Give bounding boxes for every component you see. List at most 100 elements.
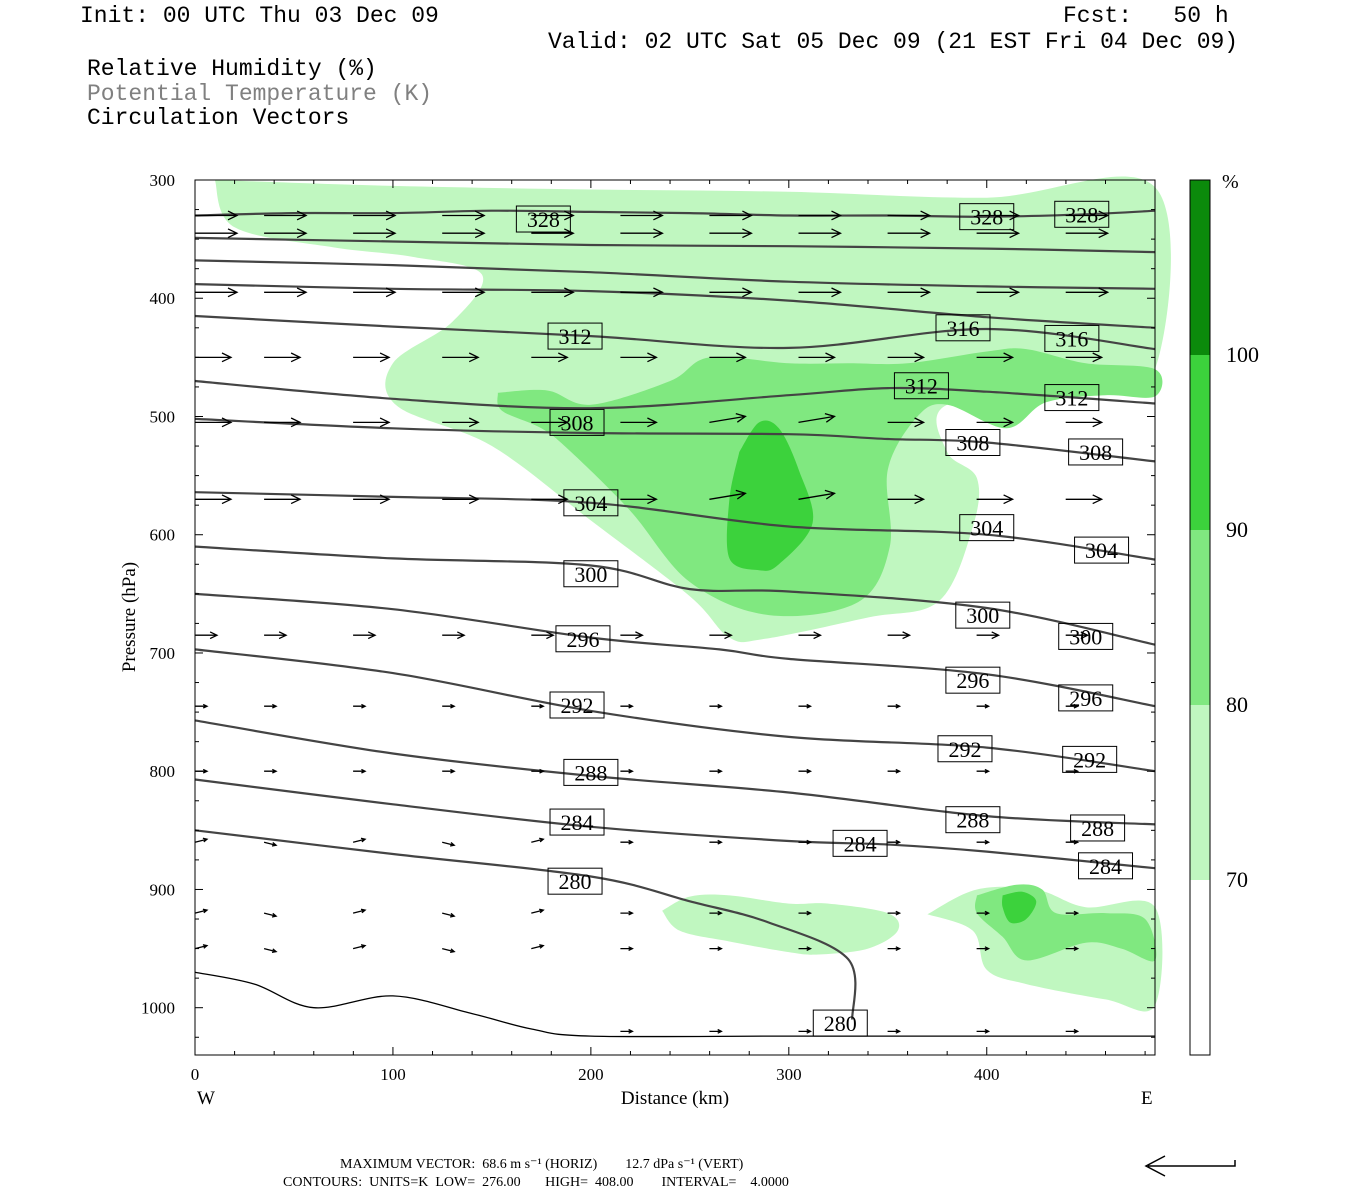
- forecast-hour: Fcst: 50 h: [1063, 3, 1229, 29]
- circulation-vector: [798, 631, 822, 640]
- theta-contour-284: [194, 778, 1156, 870]
- contour-label-box: [563, 560, 619, 588]
- contour-label: 296: [566, 627, 599, 652]
- circulation-vector: [531, 494, 569, 505]
- circulation-vector: [976, 417, 1015, 428]
- circulation-vector: [531, 417, 569, 428]
- theta-contour-292: [194, 648, 1156, 773]
- colorbar-segment: [1190, 530, 1210, 705]
- theta-contour-288: [194, 719, 1156, 826]
- circulation-vector: [264, 703, 278, 709]
- contour-label-box: [1070, 814, 1126, 842]
- contour-label: 280: [559, 869, 592, 894]
- circulation-vector: [442, 912, 456, 918]
- circulation-vector: [195, 417, 233, 428]
- circulation-vector: [264, 631, 288, 640]
- theta-contour-332: [194, 259, 1156, 290]
- circulation-vector: [352, 908, 367, 914]
- circulation-vector: [353, 631, 377, 640]
- contour-label: 308: [561, 410, 594, 435]
- contour-label-box: [1044, 324, 1100, 352]
- circulation-vector: [887, 352, 926, 363]
- contour-label: 308: [1079, 440, 1112, 465]
- colorbar-label: 70: [1226, 867, 1248, 892]
- colorbar-segment: [1190, 180, 1210, 355]
- circulation-vector: [442, 631, 466, 640]
- circulation-vector: [195, 631, 219, 640]
- contour-label: 312: [559, 324, 592, 349]
- circulation-vector: [798, 1028, 812, 1034]
- colorbar-label: 80: [1226, 692, 1248, 717]
- circulation-vector: [353, 494, 391, 505]
- theta-contour-320: [194, 283, 1156, 329]
- contour-label: 328: [527, 207, 560, 232]
- theta-contour-304: [194, 491, 1156, 561]
- circulation-vector: [798, 287, 842, 298]
- contour-label: 292: [1073, 747, 1106, 772]
- colorbar-segment: [1190, 705, 1210, 880]
- circulation-vector: [442, 768, 456, 774]
- terrain-line: [194, 971, 1155, 1038]
- rh-region: [1002, 891, 1037, 924]
- circulation-vector: [887, 1028, 902, 1034]
- circulation-vector: [531, 352, 569, 363]
- circulation-vector: [353, 703, 367, 709]
- rh-region: [726, 420, 814, 571]
- x-tick-label: 400: [974, 1065, 1000, 1084]
- x-tick-label: 100: [380, 1065, 406, 1084]
- circulation-vector: [442, 352, 480, 363]
- circulation-vector: [1065, 1028, 1080, 1034]
- circulation-vector: [887, 768, 902, 774]
- x-tick-label: 0: [191, 1065, 200, 1084]
- circulation-vector: [798, 910, 813, 916]
- y-tick-label: 400: [150, 289, 176, 308]
- circulation-vector: [264, 228, 308, 239]
- contour-label: 300: [1069, 624, 1102, 649]
- circulation-vector: [887, 287, 932, 298]
- circulation-vector: [798, 839, 812, 845]
- colorbar-segment: [1190, 880, 1210, 1055]
- circulation-vector: [194, 944, 209, 950]
- contour-label-box: [1068, 438, 1124, 466]
- valid-time: Valid: 02 UTC Sat 05 Dec 09 (21 EST Fri …: [548, 29, 1239, 55]
- circulation-vector: [1065, 631, 1090, 640]
- theta-contour-300: [194, 545, 1156, 646]
- contour-label: 316: [1055, 326, 1088, 351]
- circulation-vector: [887, 228, 932, 239]
- circulation-vector: [353, 768, 367, 774]
- circulation-vector: [798, 489, 836, 500]
- circulation-vector: [620, 703, 634, 709]
- contour-label-box: [1058, 622, 1114, 650]
- circulation-vector: [887, 946, 902, 951]
- circulation-vector: [976, 352, 1015, 363]
- contour-label: 296: [956, 668, 989, 693]
- theta-contour-296: [194, 592, 1156, 708]
- contour-label: 284: [1089, 854, 1122, 879]
- circulation-vector: [620, 910, 634, 916]
- contour-label-box: [945, 666, 1001, 694]
- contour-label: 312: [1055, 386, 1088, 411]
- circulation-vector: [709, 352, 747, 363]
- contour-label: 296: [1069, 686, 1102, 711]
- circulation-vector: [709, 839, 723, 845]
- reference-vector-arrow: [1144, 1155, 1236, 1177]
- circulation-vector: [264, 287, 308, 298]
- circulation-vector: [195, 287, 239, 298]
- contour-label: 292: [561, 693, 594, 718]
- circulation-vector: [709, 946, 723, 951]
- circulation-vector: [531, 837, 545, 843]
- contour-label: 280: [824, 1011, 857, 1036]
- y-tick-label: 1000: [141, 999, 175, 1018]
- circulation-vector: [442, 210, 486, 221]
- circulation-vector: [798, 228, 842, 239]
- circulation-vector: [263, 841, 278, 847]
- circulation-vector: [798, 946, 813, 951]
- circulation-vector: [887, 910, 902, 916]
- colorbar-unit: %: [1222, 171, 1239, 193]
- circulation-vector: [442, 287, 486, 298]
- circulation-vector: [531, 631, 555, 640]
- theta-contour-280: [194, 829, 857, 1020]
- contour-label: 316: [947, 316, 980, 341]
- circulation-vector: [264, 352, 302, 363]
- contour-label-box: [893, 372, 949, 400]
